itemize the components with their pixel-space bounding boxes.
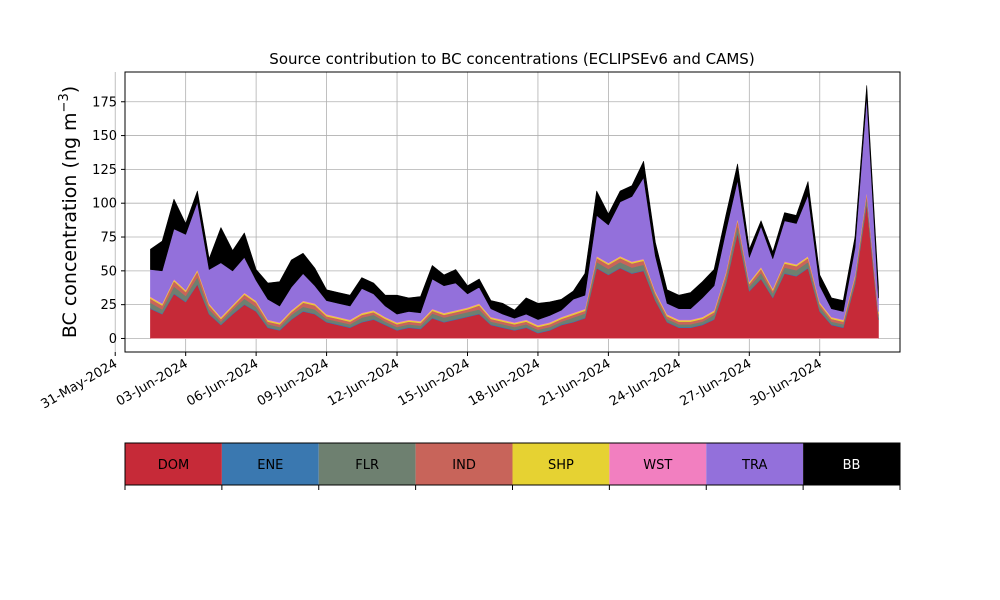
y-axis-label: BC concentration (ng m−3): [57, 86, 81, 338]
legend-label-shp: SHP: [548, 458, 574, 473]
legend-swatch-tra: [706, 443, 804, 485]
legend-swatch-ene: [221, 443, 319, 485]
legend-label-ene: ENE: [257, 458, 283, 473]
legend-swatch-wst: [609, 443, 707, 485]
legend-swatch-dom: [125, 443, 222, 485]
plot-frame: [124, 71, 901, 353]
y-tick-label: 125: [92, 163, 117, 178]
legend-label-dom: DOM: [158, 458, 189, 473]
legend-swatch-bb: [803, 443, 900, 485]
legend-label-ind: IND: [452, 458, 476, 473]
legend-swatch-flr: [318, 443, 416, 485]
y-axis-label-end: ): [59, 86, 81, 93]
y-axis: 0 25 50 75 100 125 150 175: [92, 95, 125, 347]
legend-label-tra: TRA: [741, 458, 767, 473]
y-tick-label: 0: [109, 332, 117, 347]
y-tick-label: 75: [100, 231, 117, 246]
y-tick-label: 25: [100, 298, 117, 313]
legend-label-flr: FLR: [355, 458, 379, 473]
y-axis-label-main: BC concentration (ng m: [59, 112, 81, 338]
legend-label-wst: WST: [643, 458, 672, 473]
area-bb: [150, 85, 879, 320]
legend-swatch-ind: [415, 443, 513, 485]
y-tick-label: 50: [100, 264, 117, 279]
y-tick-label: 175: [92, 95, 117, 110]
stacked-areas: [150, 85, 879, 339]
y-tick-label: 150: [92, 129, 117, 144]
y-tick-label: 100: [92, 197, 117, 212]
legend-colorbar: DOM ENE FLR IND SHP WST TRA BB: [124, 442, 901, 490]
y-axis-label-superscript: −3: [57, 93, 72, 112]
legend-swatch-shp: [512, 443, 610, 485]
legend-label-bb: BB: [843, 458, 861, 473]
chart-title: Source contribution to BC concentrations…: [269, 50, 754, 68]
